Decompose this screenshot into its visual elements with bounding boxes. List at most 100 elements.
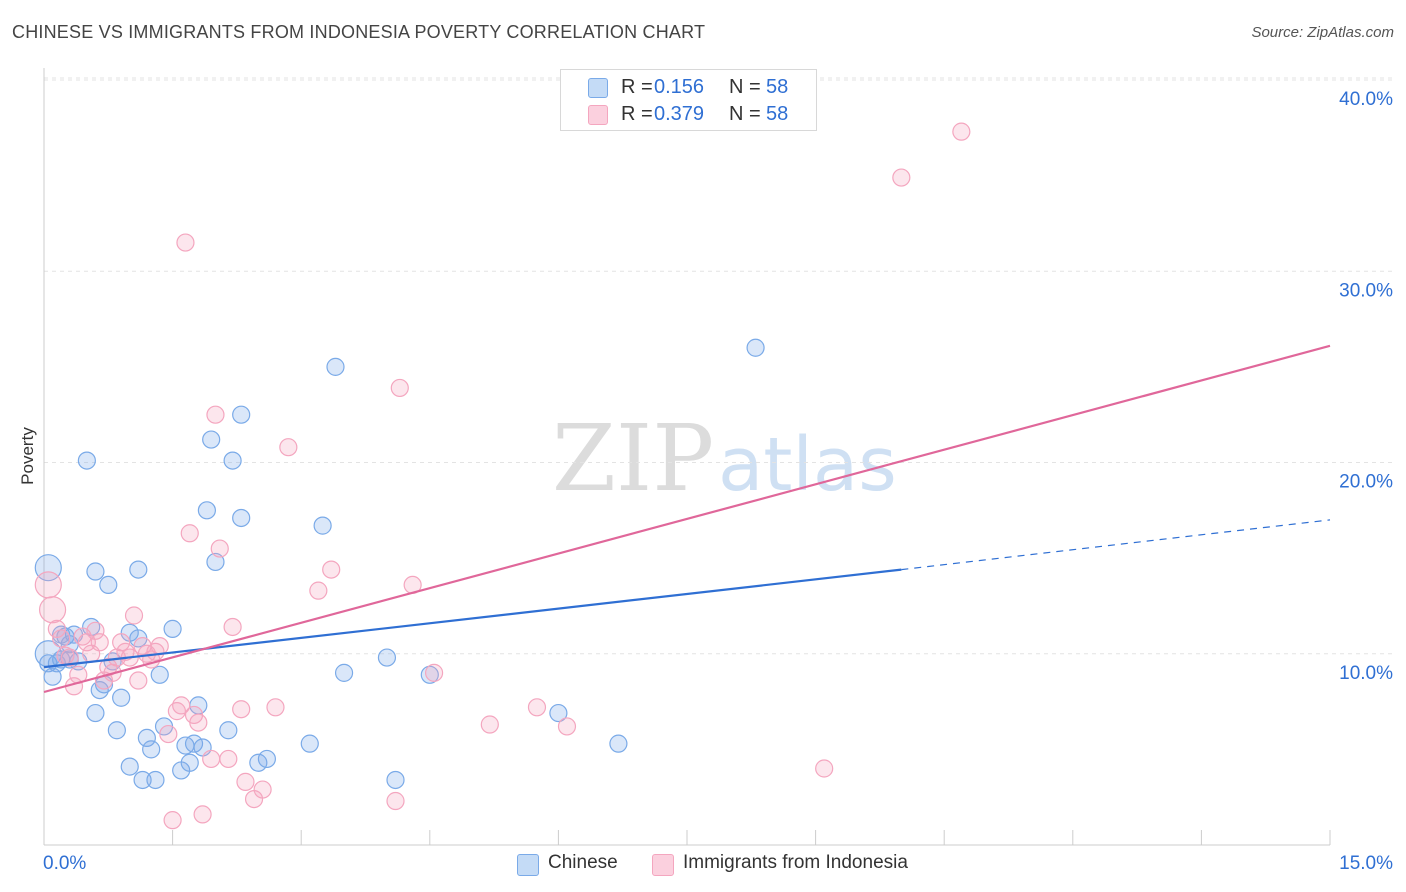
chinese-point	[120, 757, 139, 776]
r-value: 0.379	[654, 103, 705, 125]
indonesia-legend-label: Immigrants from Indonesia	[683, 852, 908, 873]
indonesia-point	[266, 698, 285, 717]
chinese-trend-extension	[901, 519, 1331, 571]
indonesia-point	[253, 780, 272, 799]
chinese-point	[99, 575, 118, 595]
chinese-point	[184, 734, 204, 753]
axes	[43, 68, 1331, 846]
chinese-point	[202, 430, 221, 449]
chinese-point	[232, 405, 251, 424]
n-label: N =	[729, 103, 761, 125]
chinese-swatch	[588, 78, 608, 98]
chinese-legend-label: Chinese	[548, 852, 618, 873]
watermark: ZIP atlas	[552, 405, 897, 512]
indonesia-point	[163, 811, 182, 830]
indonesia-point	[34, 571, 62, 599]
y-tick-label: 40.0%	[1339, 89, 1393, 110]
n-value: 58	[766, 76, 789, 98]
indonesia-point	[892, 168, 911, 187]
y-tick-label: 10.0%	[1339, 663, 1393, 684]
chinese-point	[257, 749, 277, 769]
chinese-point	[249, 753, 268, 772]
chinese-point	[300, 734, 319, 753]
indonesia-point	[232, 700, 251, 719]
indonesia-point	[309, 581, 328, 600]
indonesia-point	[322, 560, 341, 579]
chinese-point	[86, 562, 105, 581]
data-points	[34, 122, 971, 830]
indonesia-point	[176, 233, 195, 252]
gridlines	[44, 77, 1392, 655]
chinese-point	[86, 703, 105, 723]
indonesia-point	[424, 663, 444, 682]
indonesia-point	[206, 405, 225, 424]
y-tick-labels: 10.0% 20.0% 30.0% 40.0%	[1339, 89, 1393, 684]
chinese-point	[326, 357, 345, 376]
x-tick-label-start: 0.0%	[43, 853, 86, 874]
chinese-point	[549, 703, 568, 723]
chinese-point	[112, 688, 131, 707]
indonesia-point	[386, 791, 405, 811]
chinese-point	[137, 728, 156, 748]
indonesia-point	[480, 715, 499, 734]
indonesia-legend-swatch	[652, 854, 674, 876]
stats-legend: R = 0.156 N = 58 R = 0.379 N = 58	[560, 69, 817, 131]
indonesia-point	[172, 696, 191, 715]
indonesia-point	[159, 724, 178, 744]
stats-legend-row-chinese: R = 0.156 N = 58	[561, 74, 816, 100]
indonesia-point	[60, 648, 79, 667]
chinese-legend-swatch	[517, 854, 539, 876]
indonesia-point	[124, 606, 144, 625]
chinese-point	[150, 665, 169, 684]
indonesia-swatch	[588, 105, 608, 125]
indonesia-point	[279, 438, 298, 457]
indonesia-point	[150, 636, 169, 656]
chinese-point	[43, 667, 62, 686]
r-label: R =	[621, 103, 653, 125]
r-value: 0.156	[654, 76, 705, 98]
indonesia-point	[219, 749, 238, 769]
indonesia-point	[193, 805, 212, 824]
chart-title: CHINESE VS IMMIGRANTS FROM INDONESIA POV…	[12, 22, 706, 42]
x-tick-label-end: 15.0%	[1339, 853, 1393, 874]
chinese-point	[77, 451, 96, 470]
indonesia-point	[223, 617, 242, 637]
chinese-point	[146, 770, 165, 790]
indonesia-point	[90, 633, 109, 652]
indonesia-point	[202, 749, 221, 769]
indonesia-point	[952, 122, 971, 141]
stats-legend-row-indonesia: R = 0.379 N = 58	[561, 101, 816, 127]
chinese-trend-line	[43, 568, 902, 669]
r-label: R =	[621, 76, 653, 98]
indonesia-point	[180, 524, 199, 543]
chinese-point	[206, 552, 225, 572]
chinese-point	[377, 648, 397, 667]
chinese-point	[386, 770, 405, 790]
chinese-point	[223, 451, 242, 470]
chinese-point	[334, 663, 354, 682]
chinese-point	[107, 721, 126, 740]
indonesia-point	[527, 698, 547, 717]
indonesia-point	[52, 629, 71, 648]
indonesia-point	[86, 621, 105, 640]
y-tick-label: 30.0%	[1339, 280, 1393, 301]
indonesia-point	[129, 671, 148, 690]
x-tick-labels: 0.0% 15.0%	[43, 853, 1393, 874]
indonesia-point	[557, 717, 577, 736]
chinese-point	[180, 753, 199, 772]
chinese-point	[163, 619, 182, 638]
chinese-point	[313, 516, 332, 535]
watermark-zip: ZIP	[552, 405, 714, 512]
series-legend: Chinese Immigrants from Indonesia	[0, 852, 1406, 878]
indonesia-point	[815, 759, 834, 778]
chinese-point	[142, 740, 161, 759]
chinese-point	[609, 734, 628, 753]
indonesia-point	[47, 619, 66, 638]
indonesia-point	[112, 633, 131, 652]
indonesia-trend-line	[43, 344, 1331, 694]
indonesia-point	[189, 713, 208, 732]
y-axis-label: Poverty	[18, 427, 37, 485]
indonesia-point	[390, 378, 409, 398]
chinese-point	[746, 338, 765, 357]
